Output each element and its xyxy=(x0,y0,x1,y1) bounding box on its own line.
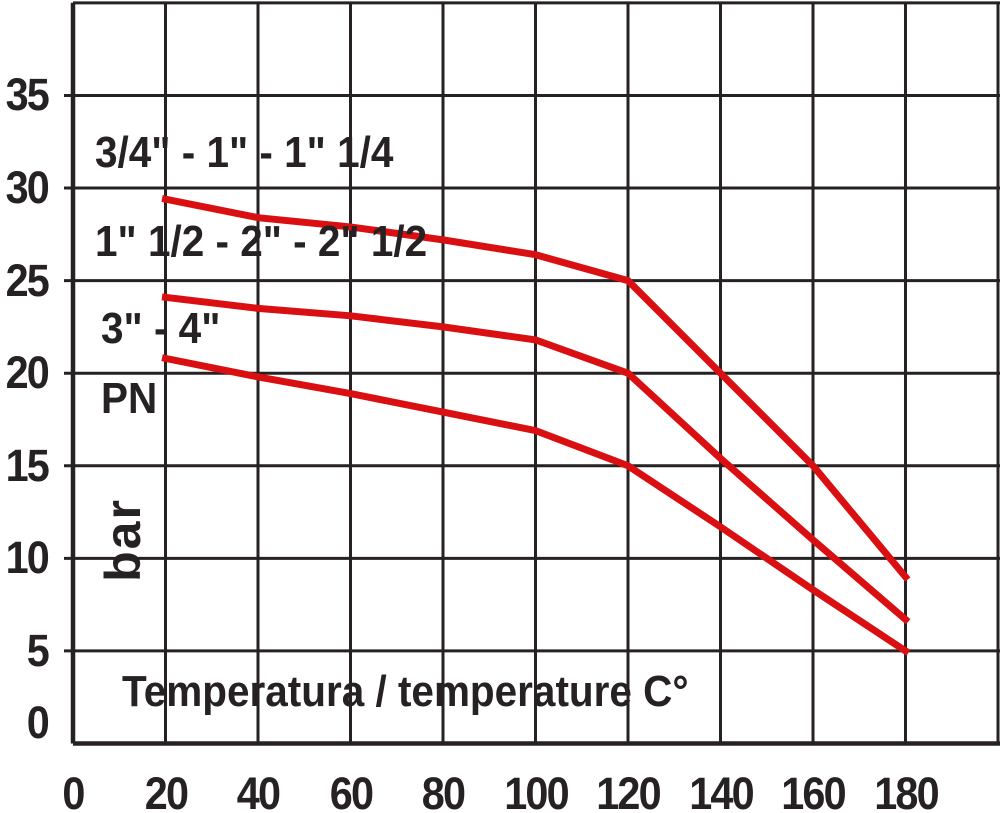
y-tick-label: 30 xyxy=(5,162,50,214)
curve-1 xyxy=(161,195,911,582)
x-tick-label: 0 xyxy=(62,768,85,813)
x-tick-label: 60 xyxy=(329,768,373,813)
x-tick-label: 180 xyxy=(873,768,939,813)
x-axis-title: Temperatura / temperature C° xyxy=(122,667,689,716)
curve-label-medium-sizes: 1" 1/2 - 2" - 2" 1/2 xyxy=(95,217,428,266)
y-tick-label: 5 xyxy=(26,624,50,676)
x-tick-label: 100 xyxy=(503,768,569,813)
curve-3 xyxy=(161,354,911,656)
curve-label-large-sizes: 3" - 4" xyxy=(101,304,221,353)
y-tick-label: 10 xyxy=(5,532,50,584)
x-tick-label: 140 xyxy=(688,768,754,813)
curve-2 xyxy=(161,293,911,625)
y-tick-label: 0 xyxy=(26,697,50,748)
x-tick-label: 20 xyxy=(144,768,188,813)
y-tick-label: 20 xyxy=(5,347,50,399)
curve-label-small-sizes: 3/4" - 1" - 1" 1/4 xyxy=(95,128,394,177)
y-axis-label-pn: PN xyxy=(101,374,158,423)
y-tick-label: 15 xyxy=(5,439,50,491)
y-tick-label: 25 xyxy=(5,254,50,306)
x-tick-label: 80 xyxy=(421,768,466,813)
y-tick-label: 35 xyxy=(5,69,50,121)
x-tick-label: 160 xyxy=(781,768,846,813)
x-tick-label: 120 xyxy=(596,768,661,813)
x-tick-label: 40 xyxy=(236,768,281,813)
y-axis-unit-bar: bar xyxy=(95,498,151,582)
